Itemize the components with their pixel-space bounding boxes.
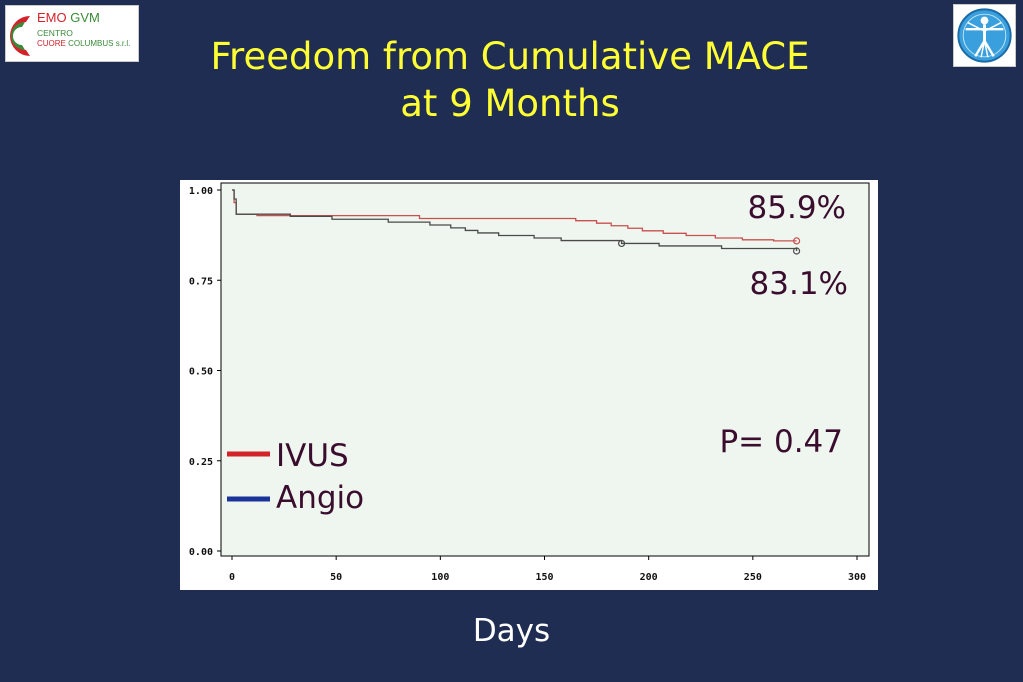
legend-label-ivus: IVUS bbox=[276, 438, 349, 474]
plot-area bbox=[220, 182, 870, 557]
legend-label-angio: Angio bbox=[276, 480, 364, 516]
survival-chart: 0 50 100 150 200 250 300 0.00 0.25 0.50 0.75 1.00 I… bbox=[180, 180, 878, 590]
censor-mark-angio bbox=[617, 239, 626, 248]
page-title: Freedom from Cumulative MACE at 9 Months bbox=[200, 33, 820, 127]
angio-end-label: 83.1% bbox=[750, 266, 848, 302]
y-tick-label: 0.00 bbox=[189, 547, 213, 558]
x-tick-label: 250 bbox=[744, 572, 762, 583]
vitruvian-man-logo bbox=[953, 4, 1016, 67]
title-line-1: Freedom from Cumulative MACE bbox=[210, 35, 810, 78]
chart-svg: 0 50 100 150 200 250 300 0.00 0.25 0.50 0.75 1.00 I… bbox=[189, 182, 870, 583]
emo-gvm-logo: EMO GVM CENTRO CUORE COLUMBUS s.r.l. bbox=[5, 5, 139, 62]
logo-text-emo: EMO bbox=[37, 10, 67, 25]
x-tick-label: 0 bbox=[229, 572, 235, 583]
censor-mark-ivus bbox=[792, 237, 801, 245]
logo-text-cuore: CUORE bbox=[37, 39, 66, 48]
y-tick-label: 0.25 bbox=[189, 457, 213, 468]
x-tick-label: 100 bbox=[431, 572, 449, 583]
logo-text-columbus: COLUMBUS s.r.l. bbox=[68, 39, 131, 48]
censor-mark-angio bbox=[792, 247, 801, 255]
y-tick-label: 1.00 bbox=[189, 186, 213, 197]
vitruvian-man-icon bbox=[957, 8, 1012, 63]
x-tick-label: 50 bbox=[330, 572, 342, 583]
heart-logo-icon bbox=[10, 16, 30, 56]
x-tick-label: 150 bbox=[535, 572, 553, 583]
axis-ticks: 0 50 100 150 200 250 300 0.00 0.25 0.50 0.75 1.00 bbox=[189, 186, 866, 583]
title-line-2: at 9 Months bbox=[400, 82, 620, 125]
ivus-end-label: 85.9% bbox=[748, 190, 846, 226]
x-tick-label: 300 bbox=[848, 572, 866, 583]
chart-legend: IVUS Angio bbox=[227, 438, 364, 516]
y-tick-label: 0.75 bbox=[189, 276, 213, 287]
logo-text-centro: CENTRO bbox=[37, 28, 73, 38]
y-tick-label: 0.50 bbox=[189, 367, 213, 378]
survival-curves bbox=[232, 189, 801, 255]
p-value-label: P= 0.47 bbox=[719, 424, 843, 460]
x-axis-label: Days bbox=[472, 613, 551, 649]
x-tick-label: 200 bbox=[640, 572, 658, 583]
survival-curve-angio bbox=[232, 189, 798, 252]
logo-text-gvm: GVM bbox=[70, 10, 100, 25]
